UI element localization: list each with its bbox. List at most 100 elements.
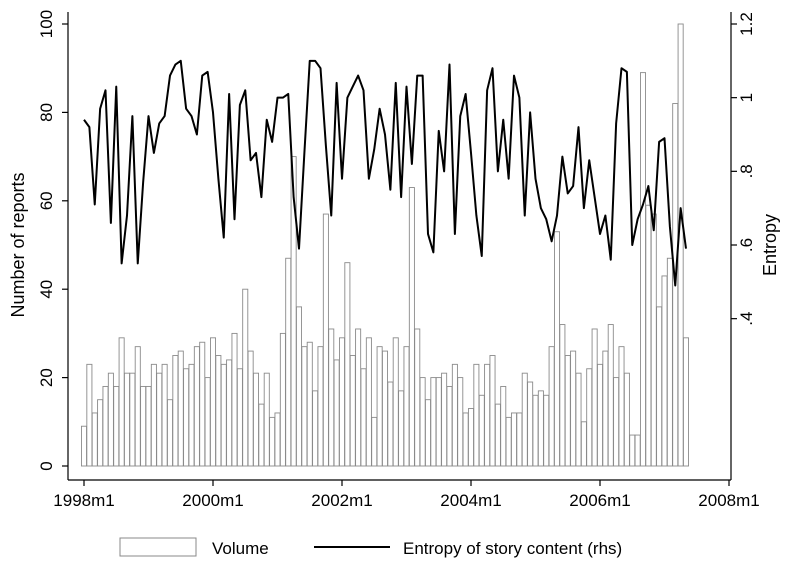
volume-bar [419, 377, 426, 467]
axes-layer: 0 20 40 60 80 100 .4 .6 .8 1 1.2 1998m1 2000m1 2002m1… [37, 10, 760, 510]
volume-bar [494, 403, 501, 467]
volume-bar [183, 368, 190, 467]
volume-bar [634, 434, 641, 467]
volume-bar [527, 381, 534, 467]
volume-bar [376, 346, 383, 467]
volume-bar [656, 306, 663, 467]
volume-bar [457, 377, 464, 467]
y-right-tick-label: .8 [737, 164, 756, 178]
volume-bar [473, 363, 480, 467]
volume-bar [269, 416, 276, 467]
volume-bar [349, 355, 356, 467]
volume-bar [661, 275, 668, 467]
volume-bar [387, 381, 394, 467]
volume-bar [317, 346, 324, 467]
volume-bar [548, 346, 555, 467]
volume-bar [666, 257, 673, 467]
volume-bar [602, 350, 609, 467]
volume-bar [344, 262, 351, 467]
volume-bar [156, 372, 163, 467]
volume-bar [279, 332, 286, 467]
volume-bar [425, 399, 432, 467]
volume-bar [339, 337, 346, 467]
y-left-tick-label: 20 [37, 368, 56, 387]
volume-bar [365, 337, 372, 467]
volume-bar [333, 359, 340, 467]
legend-entropy-label: Entropy of story content (rhs) [403, 539, 622, 558]
x-tick-label: 2000m1 [182, 491, 243, 510]
volume-bar [645, 204, 652, 467]
volume-bar [172, 355, 179, 467]
volume-bar [618, 346, 625, 467]
volume-bar [607, 324, 614, 467]
volume-bar [188, 363, 195, 467]
volume-bar [247, 350, 254, 467]
y-right-tick-label: .6 [737, 238, 756, 252]
volume-bar [322, 213, 329, 467]
volume-bar [86, 363, 93, 467]
x-tick-label: 2004m1 [440, 491, 501, 510]
y-left-tick-label: 40 [37, 280, 56, 299]
volume-bar [484, 363, 491, 467]
volume-bar [580, 421, 587, 467]
volume-bar [382, 350, 389, 467]
volume-bar [462, 412, 469, 467]
volume-bar [640, 72, 647, 467]
volume-bar [220, 363, 227, 467]
volume-bar [123, 372, 130, 467]
y-right-tick-label: 1.2 [737, 12, 756, 36]
volume-bar [301, 346, 308, 467]
volume-bar [446, 385, 453, 467]
bars-layer [80, 23, 690, 467]
volume-bar [161, 363, 168, 467]
volume-bar [629, 434, 636, 467]
volume-bar [521, 372, 528, 467]
volume-bar [403, 346, 410, 467]
y-left-axis-title: Number of reports [8, 172, 28, 317]
volume-bar [312, 390, 319, 467]
volume-bar [285, 257, 292, 467]
x-tick-label: 2006m1 [569, 491, 630, 510]
y-left-tick-label: 80 [37, 103, 56, 122]
volume-bar [296, 306, 303, 467]
volume-bar [435, 377, 442, 467]
volume-bar [215, 355, 222, 467]
volume-bar [102, 385, 109, 467]
volume-bar [532, 394, 539, 467]
volume-bar [559, 324, 566, 467]
volume-bar [591, 328, 598, 467]
volume-bar [478, 394, 485, 467]
volume-bar [371, 416, 378, 467]
volume-bar [683, 337, 690, 467]
volume-bar [575, 372, 582, 467]
volume-bar [91, 412, 98, 467]
volume-bar [554, 231, 561, 467]
volume-bar [263, 372, 270, 467]
volume-bar [500, 385, 507, 467]
volume-bar [564, 355, 571, 467]
volume-bar [328, 328, 335, 467]
entropy-line [83, 59, 687, 287]
y-right-tick-label: .4 [737, 312, 756, 326]
volume-bar [543, 394, 550, 467]
y-right-tick-label: 1 [737, 93, 756, 102]
legend: Volume Entropy of story content (rhs) [119, 537, 622, 558]
legend-volume-label: Volume [212, 539, 269, 558]
volume-bar [489, 355, 496, 467]
volume-bar [355, 328, 362, 467]
volume-bar [252, 372, 259, 467]
volume-bar [306, 341, 313, 467]
volume-bar [623, 372, 630, 467]
volume-bar [430, 377, 437, 467]
x-tick-label: 2002m1 [311, 491, 372, 510]
volume-bar [597, 363, 604, 467]
volume-bar [177, 350, 184, 467]
line-layer [83, 59, 687, 287]
volume-bar [97, 399, 104, 467]
volume-bar [199, 341, 206, 467]
volume-bar [650, 213, 657, 467]
volume-bar [398, 390, 405, 467]
y-left-tick-label: 0 [37, 461, 56, 470]
volume-bar [505, 416, 512, 467]
legend-volume-swatch [119, 537, 197, 557]
